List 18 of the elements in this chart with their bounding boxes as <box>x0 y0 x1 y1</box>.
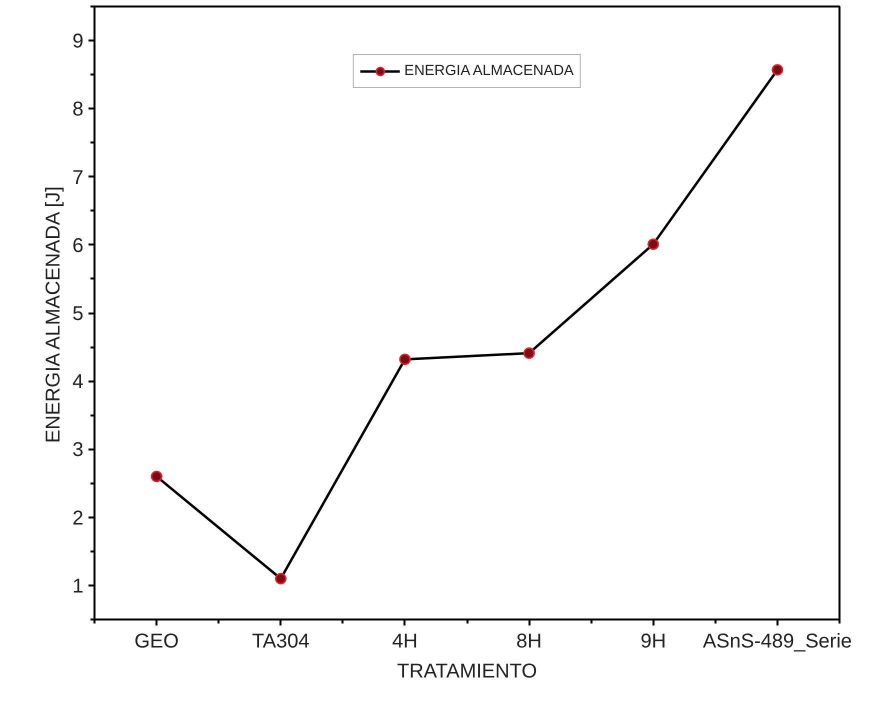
y-tick-label: 3 <box>72 439 84 462</box>
x-tick-label: GEO <box>134 630 179 652</box>
x-tick-label: TA304 <box>252 630 310 652</box>
x-tick-label: 8H <box>516 630 542 652</box>
y-axis-title: ENERGIA ALMACENADA [J] <box>42 186 64 444</box>
x-tick-label: 4H <box>392 630 418 652</box>
y-tick-label: 8 <box>72 98 84 121</box>
y-tick-label: 7 <box>72 166 84 189</box>
x-tick-label: ASnS-489_Serie <box>702 630 852 652</box>
y-tick-label: 4 <box>72 371 84 394</box>
y-tick-label: 6 <box>72 234 84 257</box>
y-tick-label: 5 <box>72 303 84 325</box>
y-tick-label: 1 <box>72 575 84 598</box>
x-axis-title: TRATAMIENTO <box>397 660 537 682</box>
y-tick-label: 2 <box>72 507 84 530</box>
y-tick-label: 9 <box>72 30 84 53</box>
legend-label: ENERGIA ALMACENADA <box>404 63 574 79</box>
x-tick-label: 9H <box>640 630 666 652</box>
